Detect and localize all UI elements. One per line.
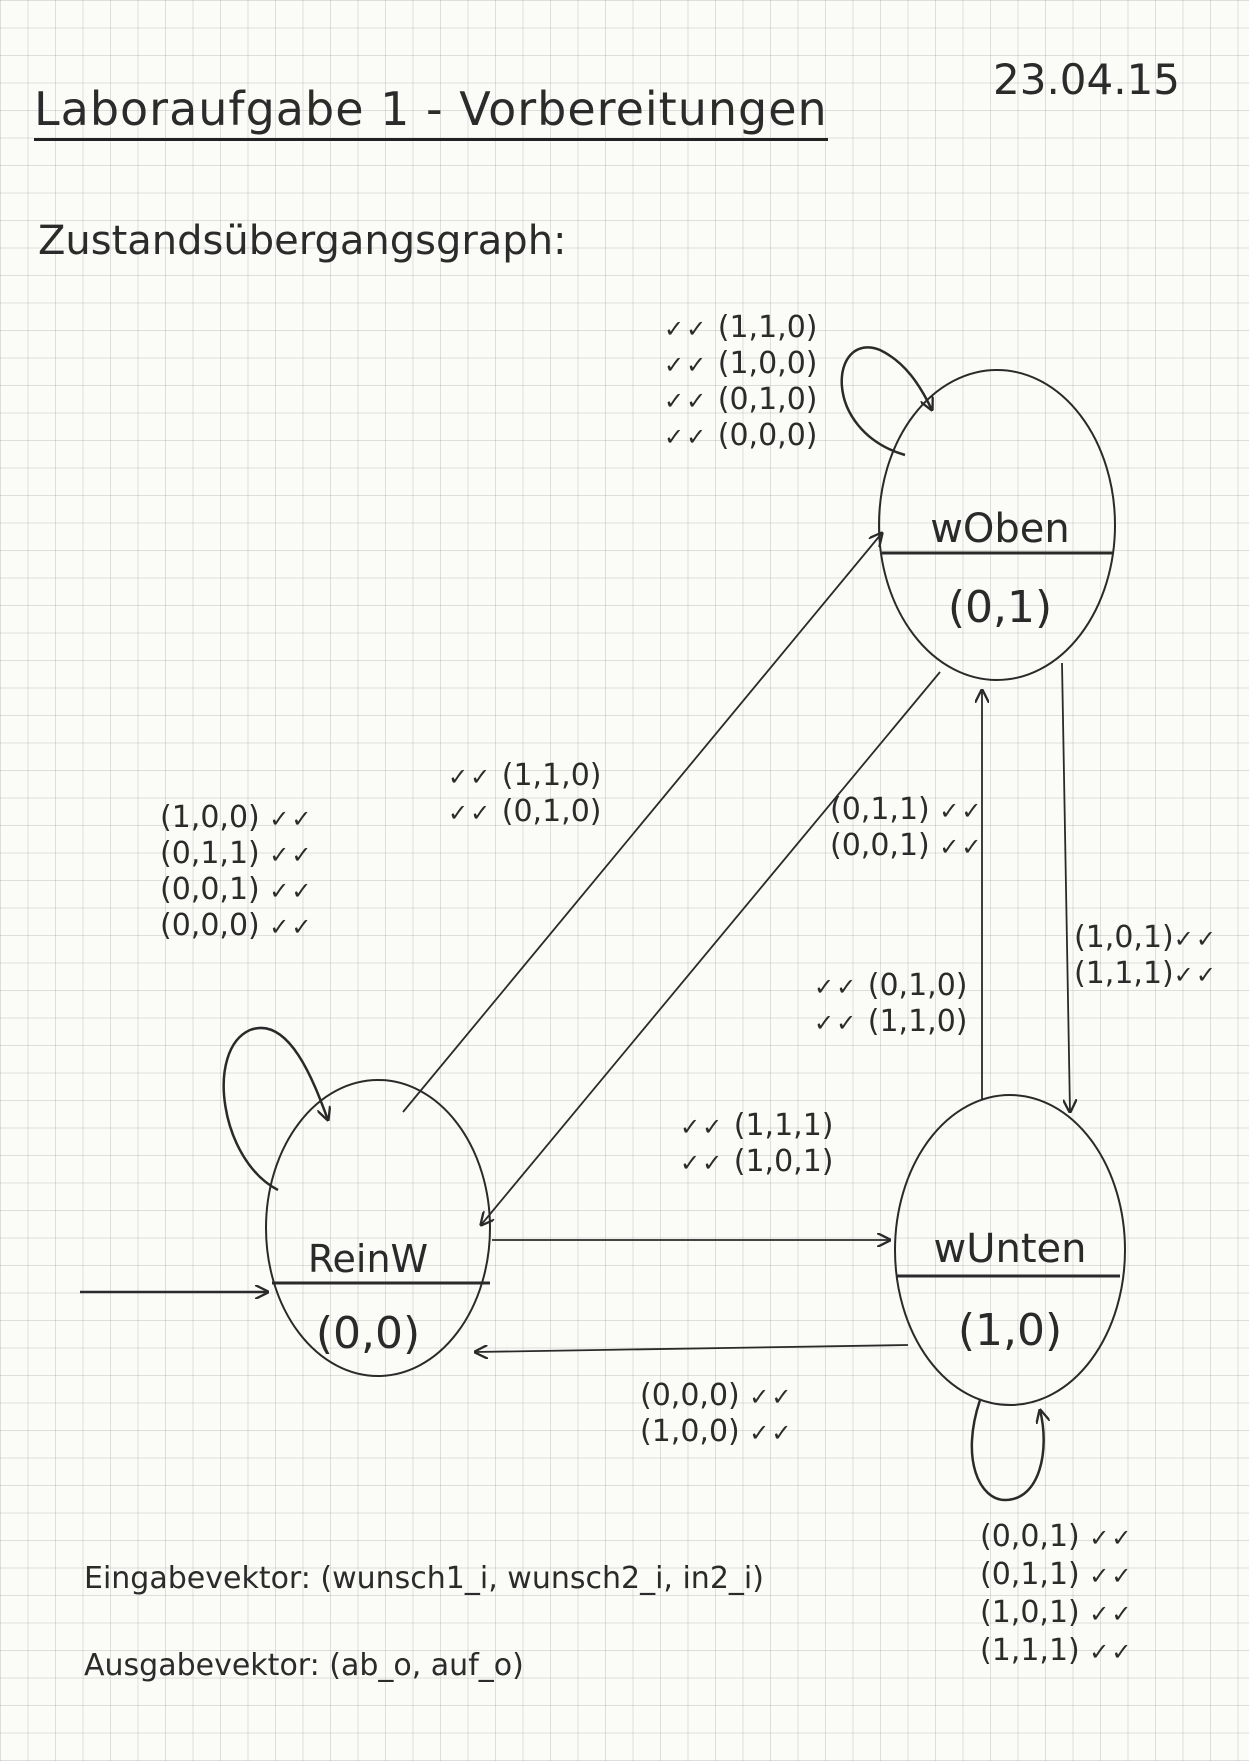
input-vector: Eingabevektor: (wunsch1_i, wunsch2_i, in… [84,1561,764,1596]
list-item: (0,0,1) ✓✓ [830,828,984,863]
state-wunten-output: (1,0) [958,1305,1062,1356]
list-item: ✓✓ (0,1,0) [814,968,968,1003]
list-item: ✓✓ (0,1,0) [448,794,602,829]
list-item: (0,0,1) ✓✓ [160,872,314,907]
arrow-reinw-to-woben [402,533,882,1113]
section-heading: Zustandsübergangsgraph: [38,218,567,264]
list-item: (0,0,0) ✓✓ [640,1378,794,1413]
label-woben-self: ✓✓ (1,1,0) ✓✓ (1,0,0) ✓✓ (0,1,0) ✓✓ (0,0… [664,310,818,454]
state-reinw: ReinW (0,0) [265,1079,491,1377]
label-woben-to-reinw: (0,1,1) ✓✓ (0,0,1) ✓✓ [830,792,984,864]
output-vector: Ausgabevektor: (ab_o, auf_o) [84,1648,524,1683]
list-item: ✓✓ (1,1,0) [814,1004,968,1039]
list-item: ✓✓ (1,1,0) [664,310,818,345]
state-woben-name: wOben [930,506,1070,552]
arrow-woben-to-wunten [1061,662,1070,1112]
label-wunten-to-woben: ✓✓ (0,1,0) ✓✓ (1,1,0) [814,968,968,1040]
list-item: (0,1,1) ✓✓ [830,792,984,827]
arrow-wunten-self [970,1399,1044,1502]
list-item: ✓✓ (1,1,0) [448,758,602,793]
list-item: (0,1,1) ✓✓ [160,836,314,871]
state-woben-output: (0,1) [948,582,1052,633]
state-reinw-output: (0,0) [316,1308,420,1359]
list-item: (1,1,1) ✓✓ [980,1633,1134,1668]
label-wunten-self: (0,0,1) ✓✓ (0,1,1) ✓✓ (1,0,1) ✓✓ (1,1,1)… [980,1518,1134,1670]
label-reinw-to-wunten: ✓✓ (1,1,1) ✓✓ (1,0,1) [680,1108,834,1180]
list-item: ✓✓ (0,1,0) [664,382,818,417]
list-item: ✓✓ (1,1,1) [680,1108,834,1143]
arrow-woben-to-reinw [481,671,941,1225]
list-item: (0,0,0) ✓✓ [160,908,314,943]
list-item: (1,0,1) ✓✓ [980,1595,1134,1630]
date-label: 23.04.15 [993,55,1181,104]
state-wunten-name: wUnten [934,1226,1087,1272]
label-woben-to-wunten: (1,0,1)✓✓ (1,1,1)✓✓ [1074,920,1218,992]
list-item: (1,0,0) ✓✓ [160,800,314,835]
page-title: Laboraufgabe 1 - Vorbereitungen [34,82,828,141]
label-wunten-to-reinw: (0,0,0) ✓✓ (1,0,0) ✓✓ [640,1378,794,1450]
list-item: (0,0,1) ✓✓ [980,1519,1134,1554]
list-item: (1,0,0) ✓✓ [640,1414,794,1449]
state-woben: wOben (0,1) [878,369,1116,681]
label-reinw-to-woben: ✓✓ (1,1,0) ✓✓ (0,1,0) [448,758,602,830]
list-item: ✓✓ (1,0,1) [680,1144,834,1179]
list-item: ✓✓ (1,0,0) [664,346,818,381]
list-item: (1,0,1)✓✓ [1074,920,1218,955]
label-reinw-self: (1,0,0) ✓✓ (0,1,1) ✓✓ (0,0,1) ✓✓ (0,0,0)… [160,800,314,944]
arrow-woben-self [840,346,932,457]
list-item: (1,1,1)✓✓ [1074,956,1218,991]
state-reinw-name: ReinW [308,1237,428,1281]
state-wunten: wUnten (1,0) [894,1094,1126,1406]
list-item: ✓✓ (0,0,0) [664,418,818,453]
arrow-reinw-self [222,1026,328,1192]
list-item: (0,1,1) ✓✓ [980,1557,1134,1592]
arrow-wunten-to-reinw [475,1344,909,1352]
